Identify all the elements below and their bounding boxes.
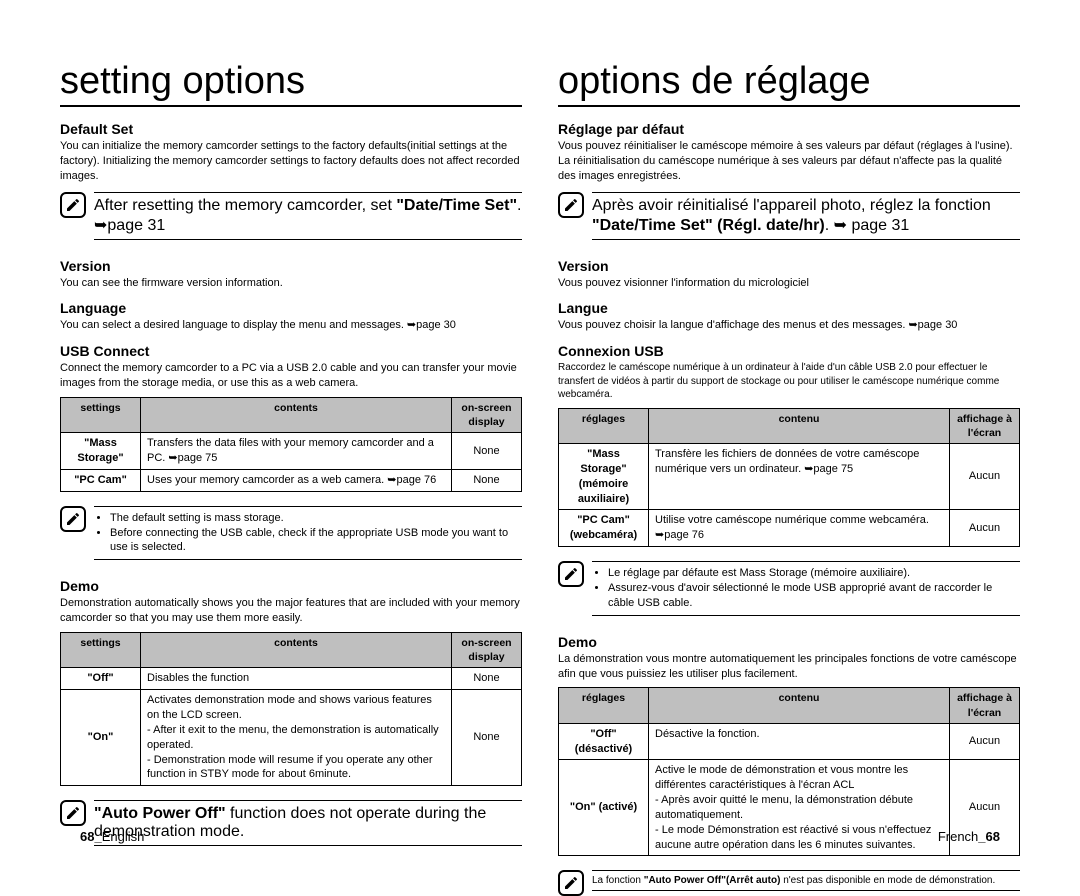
footer-right: French_68 [938, 829, 1000, 844]
usb-th-contents-fr: contenu [649, 408, 950, 443]
table-row: "Off" Disables the function None [61, 668, 522, 690]
table-row: "Off" (désactivé) Désactive la fonction.… [559, 723, 1020, 760]
table-row: "PC Cam" (webcaméra) Utilise votre camés… [559, 510, 1020, 547]
manual-page: setting options Default Set You can init… [0, 0, 1080, 874]
usb-th-display-fr: affichage à l'écran [950, 408, 1020, 443]
default-set-note-text-fr: Après avoir réinitialisé l'appareil phot… [592, 192, 1020, 240]
demo-th-contents-fr: contenu [649, 688, 950, 723]
footer-left: 68_English [80, 829, 144, 844]
version-heading-fr: Version [558, 258, 1020, 274]
usb-body: Connect the memory camcorder to a PC via… [60, 361, 522, 391]
usb-th-settings: settings [61, 397, 141, 432]
usb-th-settings-fr: réglages [559, 408, 649, 443]
pencil-note-icon [60, 800, 86, 826]
demo-th-settings-fr: réglages [559, 688, 649, 723]
language-heading-fr: Langue [558, 300, 1020, 316]
pencil-note-icon [558, 561, 584, 587]
demo-body-fr: La démonstration vous montre automatique… [558, 652, 1020, 682]
default-set-note-text: After resetting the memory camcorder, se… [94, 192, 522, 240]
table-row: "Mass Storage" Transfers the data files … [61, 433, 522, 470]
version-heading: Version [60, 258, 522, 274]
demo-th-settings: settings [61, 633, 141, 668]
demo-note-text: "Auto Power Off" function does not opera… [94, 800, 522, 846]
language-body-fr: Vous pouvez choisir la langue d'affichag… [558, 318, 1020, 333]
usb-th-display: on-screen display [452, 397, 522, 432]
pencil-note-icon [60, 506, 86, 532]
usb-table-fr: réglages contenu affichage à l'écran "Ma… [558, 408, 1020, 547]
usb-heading-fr: Connexion USB [558, 343, 1020, 359]
demo-heading: Demo [60, 578, 522, 594]
usb-heading: USB Connect [60, 343, 522, 359]
version-body: You can see the firmware version informa… [60, 276, 522, 291]
version-body-fr: Vous pouvez visionner l'information du m… [558, 276, 1020, 291]
demo-th-display: on-screen display [452, 633, 522, 668]
usb-body-fr: Raccordez le caméscope numérique à un or… [558, 361, 1020, 402]
default-set-heading-fr: Réglage par défaut [558, 121, 1020, 137]
language-body: You can select a desired language to dis… [60, 318, 522, 333]
demo-th-contents: contents [141, 633, 452, 668]
table-row: "Mass Storage" (mémoire auxiliaire) Tran… [559, 444, 1020, 510]
page-title-fr: options de réglage [558, 60, 1020, 107]
default-set-note-fr: Après avoir réinitialisé l'appareil phot… [558, 192, 1020, 240]
pencil-note-icon [558, 870, 584, 896]
demo-table: settings contents on-screen display "Off… [60, 632, 522, 786]
default-set-body-fr: Vous pouvez réinitialiser le caméscope m… [558, 139, 1020, 184]
pencil-note-icon [60, 192, 86, 218]
usb-note-fr: Le réglage par défaute est Mass Storage … [558, 561, 1020, 616]
language-heading: Language [60, 300, 522, 316]
usb-note: The default setting is mass storage. Bef… [60, 506, 522, 561]
default-set-heading: Default Set [60, 121, 522, 137]
usb-th-contents: contents [141, 397, 452, 432]
default-set-note: After resetting the memory camcorder, se… [60, 192, 522, 240]
usb-note-text-fr: Le réglage par défaute est Mass Storage … [592, 561, 1020, 616]
demo-heading-fr: Demo [558, 634, 1020, 650]
usb-table: settings contents on-screen display "Mas… [60, 397, 522, 492]
page-title-en: setting options [60, 60, 522, 107]
demo-note-fr: La fonction "Auto Power Off"(Arrêt auto)… [558, 870, 1020, 896]
usb-note-text: The default setting is mass storage. Bef… [94, 506, 522, 561]
default-set-body: You can initialize the memory camcorder … [60, 139, 522, 184]
demo-body: Demonstration automatically shows you th… [60, 596, 522, 626]
pencil-note-icon [558, 192, 584, 218]
table-row: "PC Cam" Uses your memory camcorder as a… [61, 469, 522, 491]
table-row: "On" Activates demonstration mode and sh… [61, 690, 522, 786]
french-column: options de réglage Réglage par défaut Vo… [540, 60, 1020, 844]
demo-th-display-fr: affichage à l'écran [950, 688, 1020, 723]
english-column: setting options Default Set You can init… [60, 60, 540, 844]
